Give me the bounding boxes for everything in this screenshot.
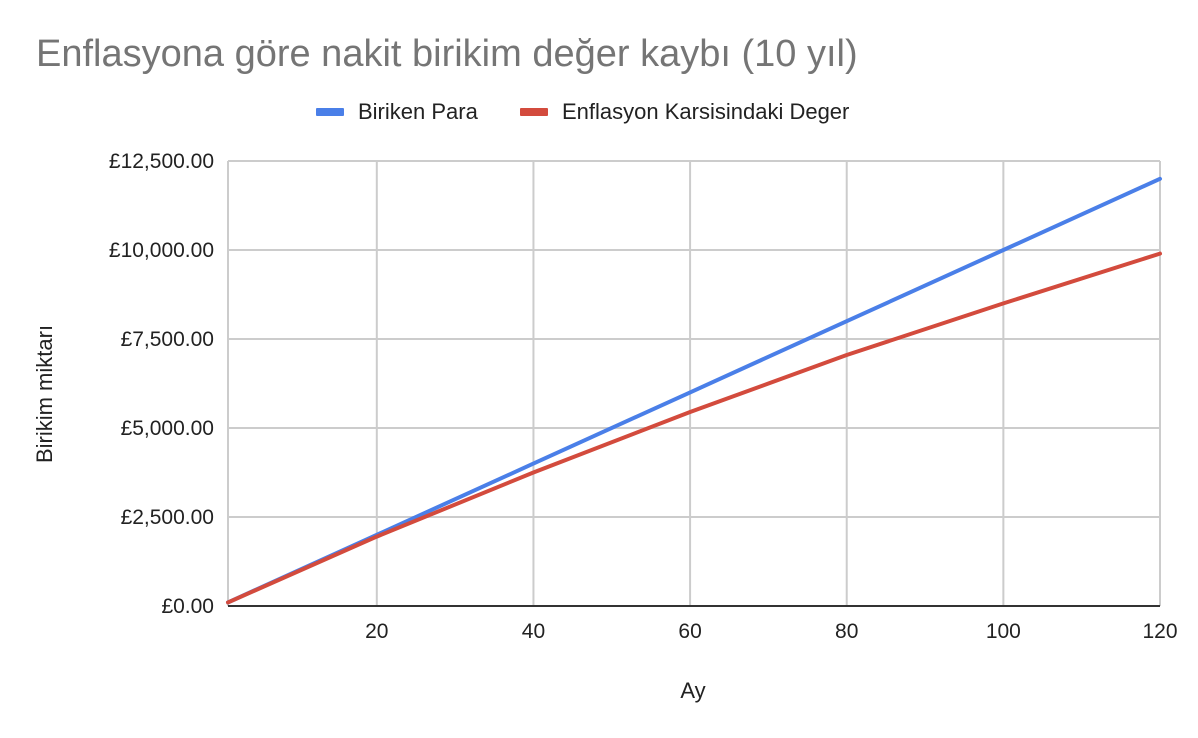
x-tick-label: 100 [986,620,1021,643]
x-tick-label: 120 [1142,620,1177,643]
y-tick-label: £5,000.00 [121,417,214,440]
y-tick-label: £12,500.00 [109,150,214,173]
grid [227,160,1161,607]
legend-swatch-enflasyon-karsisindaki-deger [520,108,548,116]
y-tick-label: £7,500.00 [121,328,214,351]
y-axis-title: Birikim miktarı [32,325,57,463]
legend-swatch-biriken-para [316,108,344,116]
series-line-enflasyon-karsisindaki-deger [226,251,1162,605]
x-tick-label: 40 [522,620,545,643]
y-tick-label: £0.00 [161,595,214,618]
chart-title: Enflasyona göre nakit birikim değer kayb… [36,33,858,75]
x-axis-tick-labels: 20 40 60 80 100 120 [365,620,1177,643]
series-lines [226,176,1162,605]
legend-label-enflasyon-karsisindaki-deger: Enflasyon Karsisindaki Deger [562,99,849,124]
x-tick-label: 20 [365,620,388,643]
legend: Biriken Para Enflasyon Karsisindaki Dege… [316,99,849,124]
y-tick-label: £10,000.00 [109,239,214,262]
x-tick-label: 60 [678,620,701,643]
y-axis-tick-labels: £0.00 £2,500.00 £5,000.00 £7,500.00 £10,000.… [109,150,214,618]
legend-label-biriken-para: Biriken Para [358,99,479,124]
x-axis-title: Ay [680,678,705,703]
y-tick-label: £2,500.00 [121,506,214,529]
x-tick-label: 80 [835,620,858,643]
